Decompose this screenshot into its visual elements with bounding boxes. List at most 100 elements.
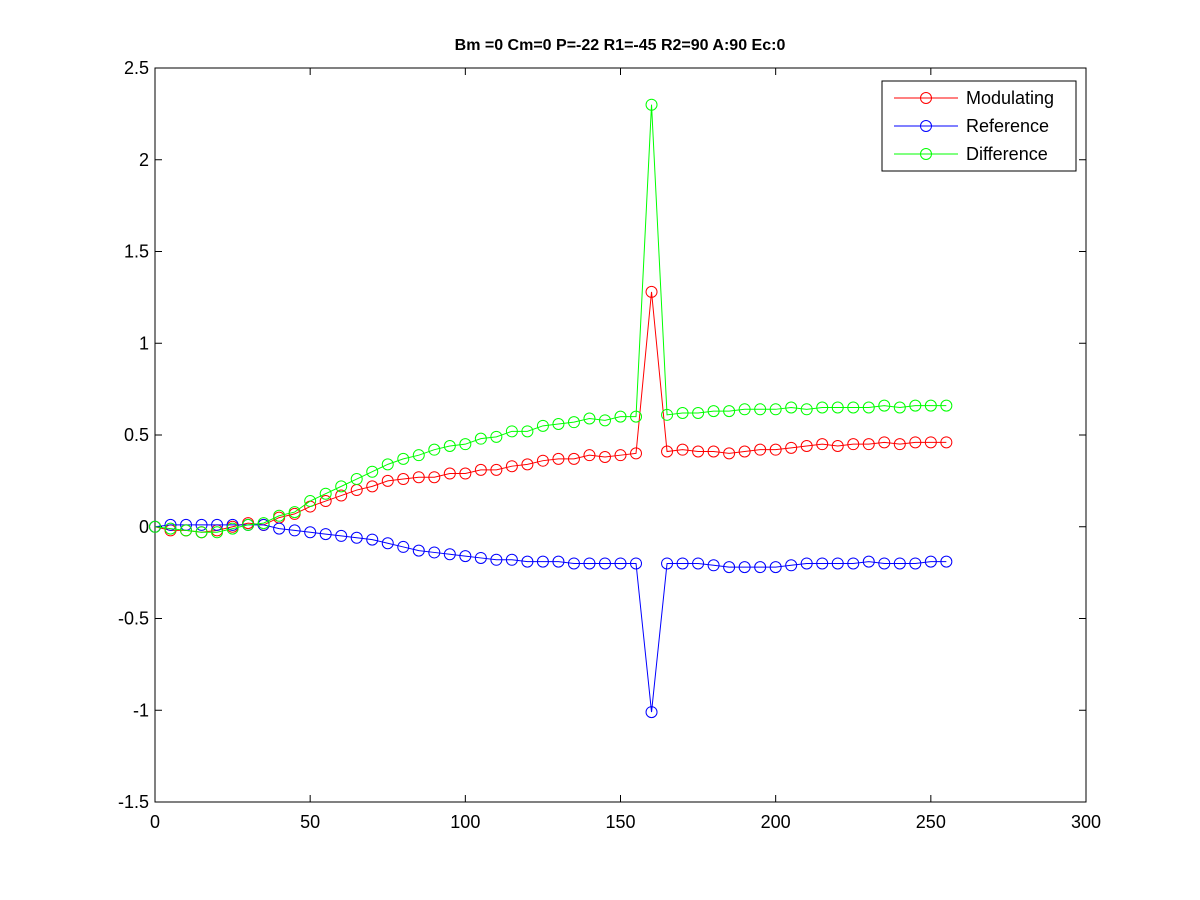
- data-point: [614, 410, 627, 423]
- data-point: [785, 559, 798, 572]
- data-point: [335, 480, 348, 493]
- x-tick-label: 0: [150, 812, 160, 832]
- data-point: [180, 524, 193, 537]
- data-point: [769, 561, 782, 574]
- data-point: [583, 449, 596, 462]
- data-point: [381, 537, 394, 550]
- data-point: [754, 403, 767, 416]
- data-point: [350, 473, 363, 486]
- data-point: [630, 410, 643, 423]
- data-point: [800, 557, 813, 570]
- series-line-difference: [154, 104, 947, 533]
- data-point: [738, 561, 751, 574]
- legend-items: Modulating Reference Difference: [894, 88, 1054, 164]
- y-tick-label: 0.5: [124, 425, 149, 445]
- data-point: [211, 518, 224, 531]
- x-tick-label: 250: [916, 812, 946, 832]
- x-tick-label: 200: [761, 812, 791, 832]
- data-point: [412, 471, 425, 484]
- data-point: [754, 443, 767, 456]
- data-point: [661, 557, 674, 570]
- data-point: [847, 557, 860, 570]
- data-point: [800, 403, 813, 416]
- data-point: [676, 406, 689, 419]
- data-point: [893, 438, 906, 451]
- data-point: [443, 440, 456, 453]
- data-point: [769, 443, 782, 456]
- data-point: [630, 447, 643, 460]
- data-point: [288, 524, 301, 537]
- data-point: [195, 526, 208, 539]
- legend-marker: [920, 148, 932, 160]
- series-layer: [149, 98, 953, 719]
- data-point: [552, 555, 565, 568]
- legend-label: Reference: [966, 116, 1049, 136]
- data-point: [645, 706, 658, 719]
- data-point: [490, 463, 503, 476]
- series-difference: [149, 98, 953, 539]
- data-point: [552, 452, 565, 465]
- data-point: [490, 553, 503, 566]
- data-point: [598, 557, 611, 570]
- data-point: [536, 419, 549, 432]
- data-point: [924, 399, 937, 412]
- legend-label: Difference: [966, 144, 1048, 164]
- data-point: [738, 445, 751, 458]
- data-point: [242, 518, 255, 531]
- series-reference: [149, 518, 953, 719]
- data-point: [412, 449, 425, 462]
- data-point: [661, 445, 674, 458]
- series-line-reference: [154, 524, 947, 713]
- data-point: [676, 443, 689, 456]
- data-point: [924, 555, 937, 568]
- data-point: [878, 399, 891, 412]
- data-point: [614, 557, 627, 570]
- data-point: [164, 522, 177, 535]
- data-point: [397, 540, 410, 553]
- data-point: [335, 529, 348, 542]
- data-point: [459, 438, 472, 451]
- data-point: [505, 553, 518, 566]
- legend-item-modulating: Modulating: [894, 88, 1054, 108]
- data-point: [319, 495, 332, 508]
- data-point: [862, 401, 875, 414]
- data-point: [676, 557, 689, 570]
- data-point: [164, 518, 177, 531]
- data-point: [459, 467, 472, 480]
- data-point: [428, 471, 441, 484]
- data-point: [723, 561, 736, 574]
- data-point: [940, 399, 953, 412]
- data-point: [831, 557, 844, 570]
- data-point: [428, 443, 441, 456]
- data-point: [723, 405, 736, 418]
- y-tick-label: -1.5: [118, 792, 149, 812]
- data-point: [350, 531, 363, 544]
- data-point: [831, 401, 844, 414]
- data-point: [381, 458, 394, 471]
- data-point: [226, 518, 239, 531]
- data-point: [862, 438, 875, 451]
- data-point: [661, 408, 674, 421]
- data-point: [211, 526, 224, 539]
- data-point: [397, 473, 410, 486]
- data-point: [909, 557, 922, 570]
- data-point: [769, 403, 782, 416]
- data-point: [754, 561, 767, 574]
- x-tick-label: 50: [300, 812, 320, 832]
- data-point: [816, 438, 829, 451]
- data-point: [304, 495, 317, 508]
- data-point: [459, 550, 472, 563]
- data-point: [707, 445, 720, 458]
- data-point: [366, 465, 379, 478]
- data-point: [893, 401, 906, 414]
- data-point: [521, 425, 534, 438]
- data-point: [831, 440, 844, 453]
- data-point: [149, 520, 161, 533]
- x-tick-label: 300: [1071, 812, 1101, 832]
- data-point: [583, 412, 596, 425]
- legend-item-difference: Difference: [894, 144, 1048, 164]
- data-point: [847, 438, 860, 451]
- data-point: [692, 557, 705, 570]
- data-point: [536, 454, 549, 467]
- data-point: [940, 436, 953, 449]
